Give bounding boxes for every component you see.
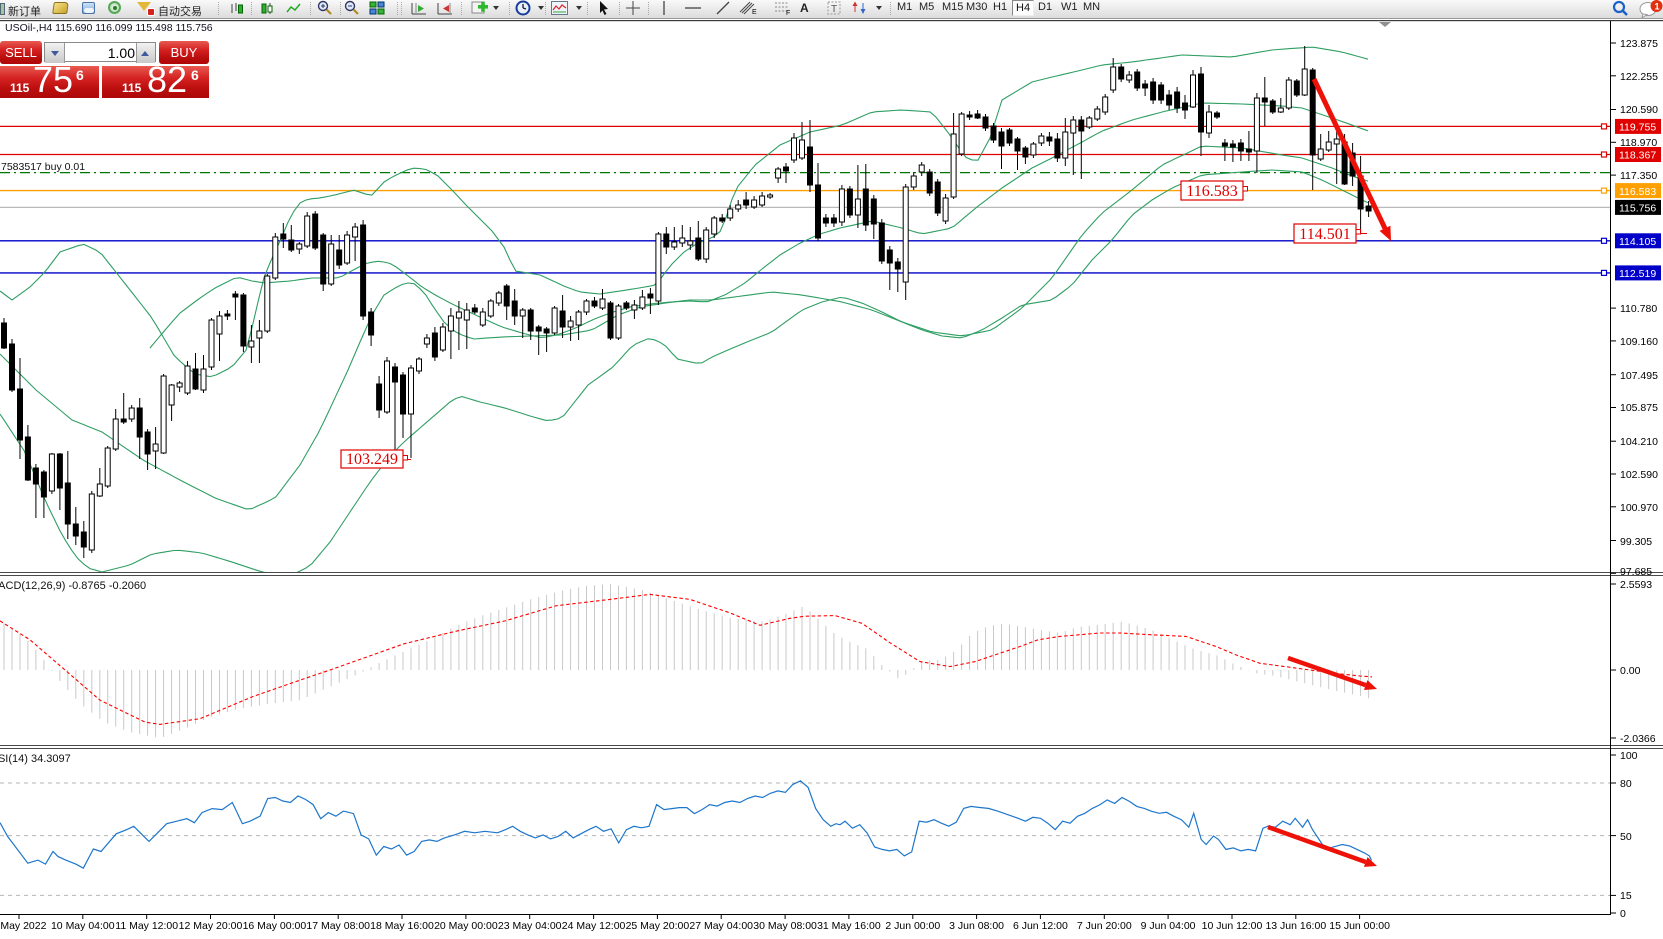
- svg-text:104.210: 104.210: [1620, 436, 1658, 448]
- svg-text:122.255: 122.255: [1620, 71, 1658, 83]
- svg-text:0.00: 0.00: [1620, 665, 1641, 677]
- svg-text:97.685: 97.685: [1620, 566, 1652, 578]
- svg-text:116.583: 116.583: [1186, 183, 1237, 200]
- svg-text:99.305: 99.305: [1620, 536, 1652, 548]
- svg-text:30 May 08:00: 30 May 08:00: [753, 920, 817, 932]
- svg-text:23 May 04:00: 23 May 04:00: [498, 920, 562, 932]
- svg-text:100.970: 100.970: [1620, 502, 1658, 514]
- svg-text:-2.0366: -2.0366: [1620, 733, 1656, 745]
- svg-text:100: 100: [1620, 750, 1638, 762]
- svg-text:F: F: [786, 10, 790, 16]
- svg-text:116.583: 116.583: [1619, 186, 1656, 198]
- svg-text:6 Jun 12:00: 6 Jun 12:00: [1013, 920, 1068, 932]
- svg-text:115.756: 115.756: [1619, 203, 1656, 215]
- svg-text:18 May 16:00: 18 May 16:00: [370, 920, 434, 932]
- svg-text:120.590: 120.590: [1620, 104, 1658, 116]
- svg-text:15: 15: [1620, 890, 1632, 902]
- svg-text:114.501: 114.501: [1299, 226, 1350, 243]
- svg-text:20 May 00:00: 20 May 00:00: [434, 920, 498, 932]
- svg-text:27 May 04:00: 27 May 04:00: [689, 920, 753, 932]
- svg-text:110.780: 110.780: [1620, 303, 1657, 315]
- svg-text:12 May 20:00: 12 May 20:00: [179, 920, 243, 932]
- svg-text:2.5593: 2.5593: [1620, 579, 1652, 591]
- svg-text:10 May 04:00: 10 May 04:00: [51, 920, 115, 932]
- svg-text:11 May 12:00: 11 May 12:00: [115, 920, 178, 932]
- svg-text:10 Jun 12:00: 10 Jun 12:00: [1202, 920, 1263, 932]
- svg-text:16 May 00:00: 16 May 00:00: [243, 920, 307, 932]
- svg-text:3 Jun 08:00: 3 Jun 08:00: [949, 920, 1004, 932]
- svg-text:T: T: [831, 4, 837, 15]
- svg-text:105.875: 105.875: [1620, 402, 1658, 414]
- svg-text:118.367: 118.367: [1619, 150, 1656, 162]
- svg-text:103.249: 103.249: [346, 451, 398, 468]
- svg-text:7 Jun 20:00: 7 Jun 20:00: [1077, 920, 1132, 932]
- svg-text:17 May 08:00: 17 May 08:00: [306, 920, 370, 932]
- svg-text:7583517 buy 0.01: 7583517 buy 0.01: [1, 161, 85, 173]
- svg-text:0: 0: [1620, 908, 1626, 920]
- svg-text:13 Jun 16:00: 13 Jun 16:00: [1265, 920, 1326, 932]
- svg-text:9 May 2022: 9 May 2022: [0, 920, 47, 932]
- svg-text:E: E: [752, 9, 757, 16]
- svg-text:112.519: 112.519: [1619, 268, 1656, 280]
- svg-text:RSI(14) 34.3097: RSI(14) 34.3097: [0, 753, 71, 765]
- svg-text:107.495: 107.495: [1620, 370, 1658, 382]
- svg-text:118.970: 118.970: [1620, 137, 1657, 149]
- svg-text:114.105: 114.105: [1619, 236, 1656, 248]
- svg-text:USOil-,H4 115.690 116.099 115: USOil-,H4 115.690 116.099 115.498 115.75…: [5, 22, 213, 34]
- svg-text:24 May 12:00: 24 May 12:00: [562, 920, 626, 932]
- svg-text:109.160: 109.160: [1620, 336, 1658, 348]
- svg-text:50: 50: [1620, 831, 1632, 843]
- svg-text:31 May 16:00: 31 May 16:00: [817, 920, 881, 932]
- svg-text:117.350: 117.350: [1620, 170, 1657, 182]
- svg-text:MACD(12,26,9) -0.8765 -0.2060: MACD(12,26,9) -0.8765 -0.2060: [0, 580, 146, 592]
- svg-text:102.590: 102.590: [1620, 469, 1658, 481]
- svg-text:2 Jun 00:00: 2 Jun 00:00: [885, 920, 940, 932]
- svg-text:25 May 20:00: 25 May 20:00: [626, 920, 690, 932]
- svg-text:9 Jun 04:00: 9 Jun 04:00: [1141, 920, 1196, 932]
- svg-text:80: 80: [1620, 778, 1632, 790]
- svg-text:119.755: 119.755: [1619, 122, 1656, 134]
- svg-text:1: 1: [1655, 2, 1660, 12]
- svg-text:123.875: 123.875: [1620, 38, 1658, 50]
- svg-text:15 Jun 00:00: 15 Jun 00:00: [1329, 920, 1390, 932]
